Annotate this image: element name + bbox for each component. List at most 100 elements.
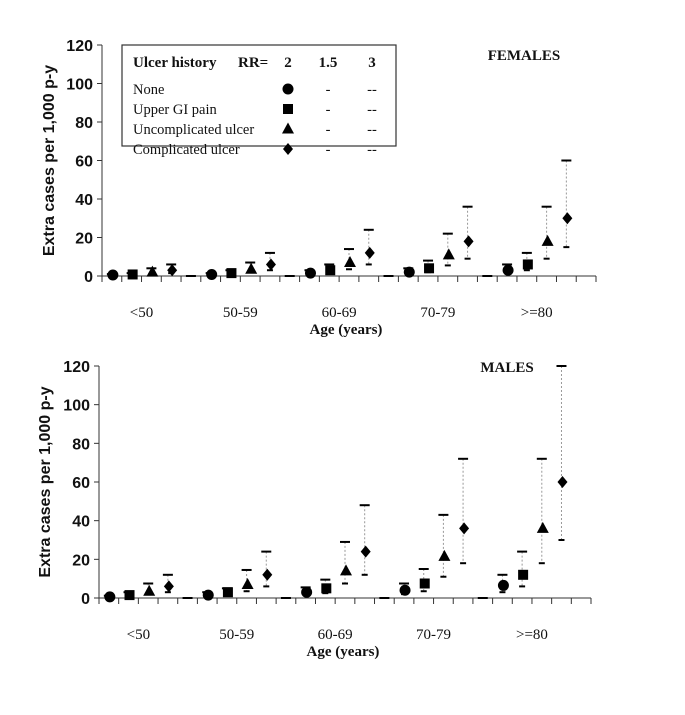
square-marker xyxy=(124,590,135,601)
y-tick-label: 0 xyxy=(84,269,93,286)
triangle-marker xyxy=(541,234,554,246)
series-none xyxy=(106,263,514,281)
legend-row-label: Upper GI pain xyxy=(133,102,218,118)
circle-marker xyxy=(497,579,509,591)
diamond-marker xyxy=(463,235,474,248)
series-none xyxy=(103,573,509,603)
x-category-label: <50 xyxy=(130,305,153,321)
square-marker xyxy=(226,268,237,279)
x-category-label: 50-59 xyxy=(223,305,258,321)
y-tick-label: 20 xyxy=(75,231,93,248)
y-tick-label: 100 xyxy=(63,398,90,415)
x-category-label: 70-79 xyxy=(420,305,455,321)
legend-rr-column: 3 xyxy=(368,55,376,71)
panel-title: MALES xyxy=(480,360,533,376)
y-tick-label: 0 xyxy=(81,591,90,608)
x-axis-label: Age (years) xyxy=(310,322,383,338)
square-marker xyxy=(321,583,332,594)
y-tick-label: 80 xyxy=(72,436,90,453)
circle-marker xyxy=(403,266,415,278)
circle-marker xyxy=(206,268,218,280)
legend-header: Ulcer history xyxy=(133,55,217,71)
legend-row-label: Complicated ulcer xyxy=(133,142,240,158)
diamond-marker xyxy=(265,258,276,271)
legend-diamond-icon xyxy=(283,143,293,155)
series-complicated-ulcer xyxy=(162,365,568,594)
legend-rr3-symbol: -- xyxy=(367,102,377,118)
y-tick-label: 120 xyxy=(63,359,90,376)
diamond-marker xyxy=(262,568,273,581)
square-marker xyxy=(325,265,336,276)
y-tick-label: 20 xyxy=(72,552,90,569)
diamond-marker xyxy=(360,545,371,558)
series-complicated-ulcer xyxy=(166,159,573,277)
circle-marker xyxy=(399,584,411,596)
triangle-marker xyxy=(143,584,156,596)
diamond-marker xyxy=(167,264,178,277)
triangle-marker xyxy=(340,564,352,576)
circle-marker xyxy=(202,589,214,601)
legend-rr3-symbol: -- xyxy=(367,82,377,98)
y-axis-label: Extra cases per 1,000 p-y xyxy=(37,386,54,577)
legend-box xyxy=(121,44,397,147)
diamond-marker xyxy=(163,580,174,593)
diamond-marker xyxy=(557,476,568,488)
triangle-marker xyxy=(442,248,455,260)
y-axis-label: Extra cases per 1,000 p-y xyxy=(41,65,58,256)
series-uncomplicated-ulcer xyxy=(143,457,549,596)
x-category-label: 60-69 xyxy=(322,305,357,321)
square-marker xyxy=(419,578,430,589)
y-tick-label: 120 xyxy=(66,38,93,55)
triangle-marker xyxy=(536,521,549,533)
y-tick-label: 100 xyxy=(66,77,93,94)
circle-marker xyxy=(304,267,316,279)
legend-triangle-icon xyxy=(282,122,294,134)
x-category-label: 60-69 xyxy=(318,627,353,643)
square-marker xyxy=(222,587,233,598)
legend-row-label: None xyxy=(133,82,164,98)
legend-rr15-symbol: - xyxy=(326,122,331,138)
legend-rr-column: 1.5 xyxy=(319,55,338,71)
diamond-marker xyxy=(459,522,470,535)
x-axis-label: Age (years) xyxy=(307,644,380,660)
legend-row-label: Uncomplicated ulcer xyxy=(133,122,254,138)
legend-rr-label: RR= xyxy=(238,55,268,71)
triangle-marker xyxy=(241,577,254,589)
legend-rr3-symbol: -- xyxy=(367,122,377,138)
triangle-marker xyxy=(245,262,258,274)
series-uncomplicated-ulcer xyxy=(146,205,554,277)
x-category-label: >=80 xyxy=(521,305,553,321)
legend-rr15-symbol: - xyxy=(326,102,331,118)
x-category-label: 70-79 xyxy=(416,627,451,643)
y-tick-label: 80 xyxy=(75,115,93,132)
legend-square-icon xyxy=(283,104,293,114)
square-marker xyxy=(518,569,529,580)
circle-marker xyxy=(301,586,313,598)
males-chart: 0 20 40 60 80 100 120 Extra cases per 1,000 p-y… xyxy=(0,340,685,670)
females-plot: 0 20 40 60 80 100 120 Extra cases per 1,000 p-y… xyxy=(41,38,597,338)
circle-marker xyxy=(502,264,514,276)
triangle-marker xyxy=(438,549,451,561)
panel-title: FEMALES xyxy=(488,48,561,64)
females-chart: 0 20 40 60 80 100 120 Extra cases per 1,000 p-y… xyxy=(0,0,685,340)
legend-rr-column: 2 xyxy=(284,55,292,71)
legend-rr15-symbol: - xyxy=(326,82,331,98)
circle-marker xyxy=(107,269,119,281)
square-marker xyxy=(522,259,533,270)
y-tick-label: 40 xyxy=(72,514,90,531)
legend-rr3-symbol: -- xyxy=(367,142,377,158)
y-tick-label: 60 xyxy=(72,475,90,492)
legend-circle-icon xyxy=(282,83,294,95)
triangle-marker xyxy=(146,265,159,277)
diamond-marker xyxy=(562,212,573,225)
square-marker xyxy=(424,263,435,274)
y-tick-label: 60 xyxy=(75,154,93,171)
y-tick-label: 40 xyxy=(75,192,93,209)
triangle-marker xyxy=(344,256,356,268)
males-plot: 0 20 40 60 80 100 120 Extra cases per 1,000 p-y… xyxy=(37,359,592,660)
series-upper-gi-pain xyxy=(126,251,533,280)
square-marker xyxy=(127,269,138,280)
x-category-label: 50-59 xyxy=(219,627,254,643)
x-category-label: <50 xyxy=(127,627,150,643)
